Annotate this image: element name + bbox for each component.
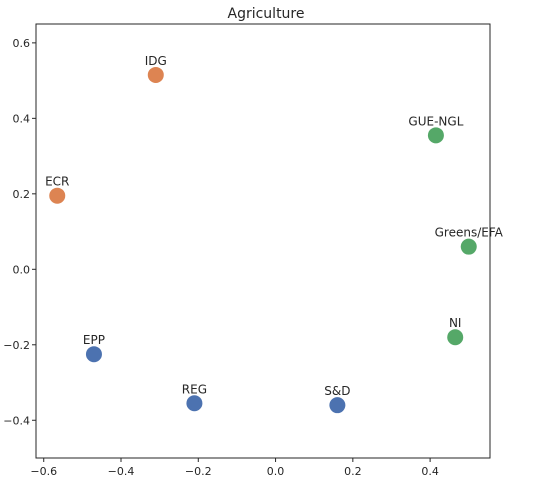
data-point — [427, 127, 444, 144]
y-axis: 0.6 0.4 0.2 0.0 −0.2 −0.4 — [3, 37, 36, 427]
data-points — [49, 66, 477, 414]
data-point — [460, 238, 477, 255]
chart-title: Agriculture — [228, 6, 305, 22]
x-axis: −0.6 −0.4 −0.2 0.0 0.2 0.4 — [30, 458, 439, 478]
plot-frame — [35, 23, 491, 459]
y-tick-label: −0.4 — [3, 414, 30, 427]
data-point-label: ECR — [45, 175, 69, 189]
data-point-label: IDG — [145, 54, 167, 68]
y-tick-label: 0.0 — [13, 263, 31, 276]
data-point-label: S&D — [324, 384, 350, 398]
x-tick-label: −0.6 — [30, 465, 57, 478]
y-tick-label: −0.2 — [3, 339, 30, 352]
data-point — [49, 187, 66, 204]
data-point — [329, 397, 346, 414]
x-tick-label: −0.4 — [108, 465, 135, 478]
data-point — [85, 346, 102, 363]
x-tick-label: 0.0 — [267, 465, 285, 478]
data-point — [147, 66, 164, 83]
data-point-label: Greens/EFA — [435, 226, 504, 240]
data-point-label: GUE-NGL — [408, 114, 463, 128]
y-tick-label: 0.2 — [13, 188, 31, 201]
data-point-label: REG — [182, 382, 207, 396]
data-point-label: NI — [449, 316, 462, 330]
x-tick-label: 0.4 — [421, 465, 439, 478]
data-point-label: EPP — [83, 333, 105, 347]
y-tick-label: 0.6 — [13, 37, 31, 50]
data-point — [186, 395, 203, 412]
data-point-labels: IDG ECR GUE-NGL Greens/EFA NI EPP REG S&D — [45, 54, 504, 398]
y-tick-label: 0.4 — [13, 112, 31, 125]
x-tick-label: 0.2 — [344, 465, 362, 478]
data-point — [447, 329, 464, 346]
x-tick-label: −0.2 — [185, 465, 212, 478]
